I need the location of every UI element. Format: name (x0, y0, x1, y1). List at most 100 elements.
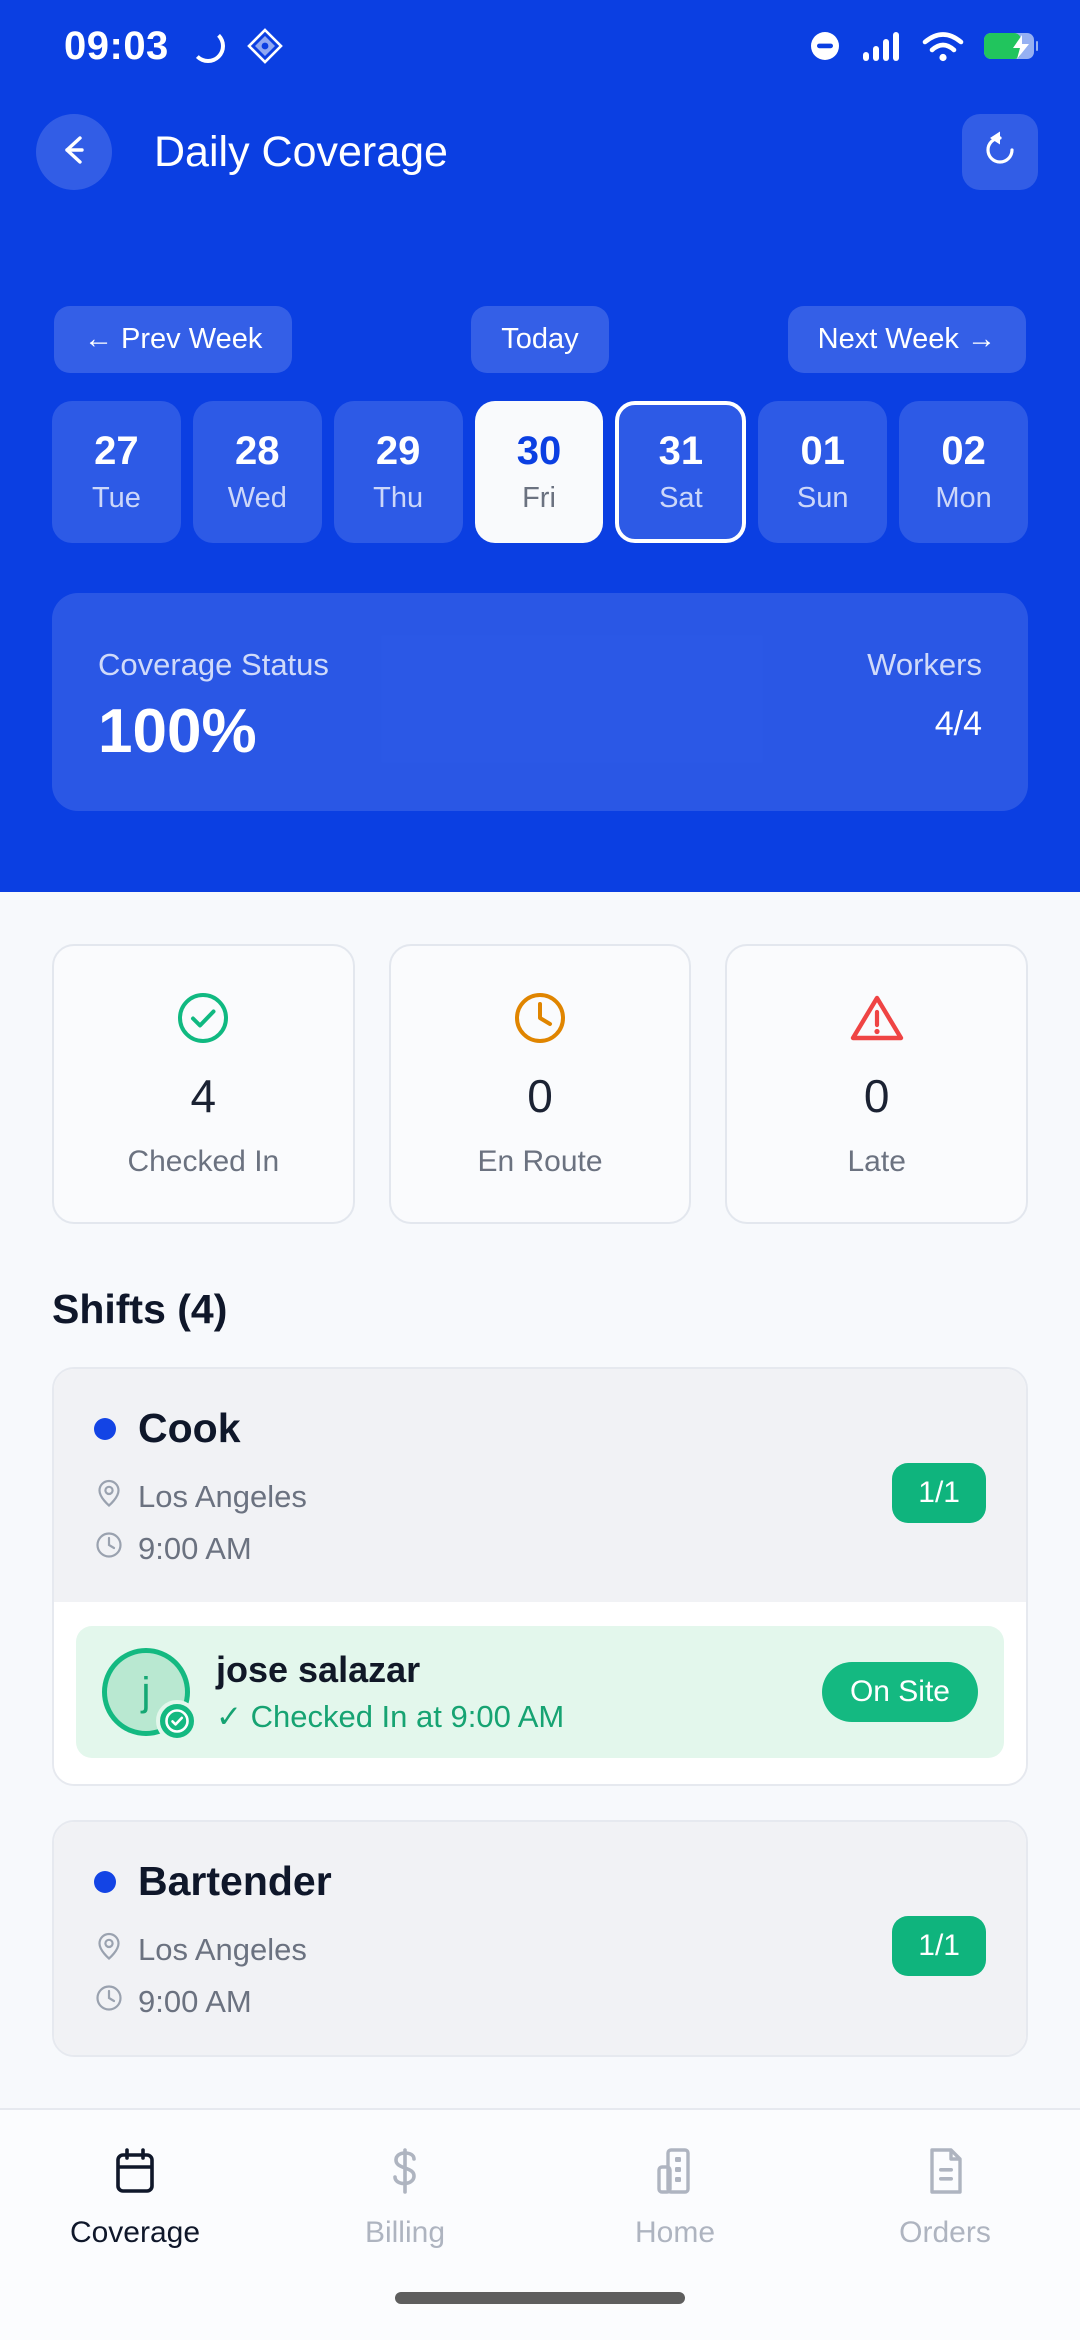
spinner-icon (190, 29, 225, 63)
app-bar: Daily Coverage (0, 92, 1080, 212)
status-bar-right (808, 29, 1038, 63)
stat-value: 0 (527, 1070, 553, 1122)
coverage-percent-value: 100% (98, 697, 257, 766)
dollar-icon (378, 2144, 432, 2198)
stat-card-late[interactable]: 0 Late (725, 944, 1029, 1224)
day-chip-01[interactable]: 01 Sun (758, 401, 888, 543)
status-bar-left: 09:03 (64, 24, 283, 69)
today-button[interactable]: Today (471, 306, 609, 373)
shift-meta: Los Angeles 9:00 AM (94, 1478, 986, 1568)
shift-role-name: Bartender (138, 1858, 332, 1904)
day-number: 01 (800, 429, 845, 473)
worker-status-badge: On Site (821, 1662, 978, 1722)
checked-in-badge-icon (156, 1700, 198, 1742)
document-icon (918, 2144, 972, 2198)
shift-location-line: Los Angeles (94, 1931, 986, 1969)
day-number: 27 (94, 429, 139, 473)
shift-time-text: 9:00 AM (138, 1984, 252, 2019)
role-status-dot-icon (94, 1870, 116, 1893)
day-number: 30 (516, 429, 562, 473)
worker-list: j jose salazar ✓ Checked In at 9:00 AM O… (54, 1602, 1026, 1784)
shift-header: Cook Los Angeles (54, 1369, 1026, 1602)
role-status-dot-icon (94, 1417, 116, 1440)
day-chip-02[interactable]: 02 Mon (899, 401, 1029, 543)
nav-item-orders[interactable]: Orders (810, 2144, 1080, 2250)
day-chip-30-selected[interactable]: 30 Fri (474, 401, 604, 543)
clock-icon (94, 1530, 124, 1568)
nav-label: Coverage (69, 2216, 201, 2249)
day-chip-31-today[interactable]: 31 Sat (615, 401, 747, 543)
stat-label: En Route (477, 1145, 603, 1178)
nav-item-coverage[interactable]: Coverage (0, 2144, 270, 2250)
clock-icon (511, 989, 569, 1047)
stat-card-en-route[interactable]: 0 En Route (388, 944, 692, 1224)
back-button[interactable] (36, 114, 112, 190)
day-chip-27[interactable]: 27 Tue (52, 401, 181, 543)
calendar-icon (108, 2144, 162, 2198)
nav-label: Home (634, 2216, 716, 2249)
check-circle-icon (174, 989, 232, 1047)
warning-triangle-icon (848, 989, 906, 1047)
building-icon (648, 2144, 702, 2198)
shift-role-name: Cook (138, 1405, 241, 1451)
day-label: Mon (935, 482, 992, 514)
location-pin-icon (94, 1931, 124, 1969)
worker-name: jose salazar (216, 1649, 421, 1690)
stat-value: 0 (863, 1070, 890, 1122)
next-week-button[interactable]: Next Week → (787, 306, 1026, 373)
nav-label: Billing (364, 2216, 446, 2249)
shift-card-cook[interactable]: Cook Los Angeles (52, 1367, 1028, 1786)
coverage-right: Workers 4/4 (867, 647, 982, 744)
stat-label: Late (847, 1145, 906, 1178)
signal-icon (862, 30, 902, 62)
shift-count-badge: 1/1 (892, 1463, 986, 1523)
page-title: Daily Coverage (154, 127, 448, 176)
day-chip-28[interactable]: 28 Wed (192, 401, 322, 543)
workers-value: 4/4 (934, 705, 982, 743)
header-block: 09:03 (0, 0, 1080, 892)
clock-icon (94, 1983, 124, 2021)
day-number: 29 (375, 429, 421, 473)
main-content: 4 Checked In 0 En Route 0 Late (0, 944, 1080, 2057)
do-not-disturb-icon (808, 29, 842, 63)
shift-card-bartender[interactable]: Bartender Los Angeles (52, 1820, 1028, 2057)
status-bar-clock: 09:03 (64, 23, 169, 68)
shift-time-line: 9:00 AM (94, 1530, 986, 1568)
day-label: Thu (373, 482, 424, 514)
prev-week-button[interactable]: ← Prev Week (54, 306, 293, 373)
day-label: Tue (91, 482, 141, 514)
location-pin-icon (94, 1478, 124, 1516)
stat-label: Checked In (127, 1145, 280, 1178)
coverage-status-card: Coverage Status 100% Workers 4/4 (52, 593, 1028, 811)
nav-item-billing[interactable]: Billing (270, 2144, 540, 2250)
day-label: Fri (522, 482, 556, 514)
diamond-icon (246, 28, 283, 64)
stat-value: 4 (190, 1070, 217, 1122)
stat-card-checked-in[interactable]: 4 Checked In (52, 944, 355, 1224)
refresh-button[interactable] (962, 114, 1038, 190)
wifi-icon (922, 30, 964, 62)
shift-count-badge: 1/1 (892, 1916, 986, 1976)
coverage-status-label: Coverage Status (98, 647, 329, 682)
shift-location-text: Los Angeles (138, 1479, 307, 1514)
day-label: Wed (227, 482, 287, 514)
day-number: 02 (941, 429, 986, 473)
day-chip-29[interactable]: 29 Thu (333, 401, 463, 543)
coverage-left: Coverage Status 100% (98, 647, 329, 763)
shift-time-text: 9:00 AM (138, 1531, 252, 1566)
bottom-navigation: Coverage Billing Home (0, 2108, 1080, 2340)
worker-status-text: ✓ Checked In at 9:00 AM (216, 1699, 565, 1734)
worker-row[interactable]: j jose salazar ✓ Checked In at 9:00 AM O… (76, 1626, 1004, 1758)
battery-charging-icon (984, 31, 1038, 61)
workers-label: Workers (867, 647, 982, 682)
worker-info: jose salazar ✓ Checked In at 9:00 AM (216, 1649, 796, 1735)
shift-location-line: Los Angeles (94, 1478, 986, 1516)
shift-header: Bartender Los Angeles (54, 1822, 1026, 2055)
shift-location-text: Los Angeles (138, 1932, 307, 1967)
stat-cards-row: 4 Checked In 0 En Route 0 Late (52, 944, 1029, 1224)
day-number: 31 (658, 429, 704, 473)
avatar-wrap: j (102, 1648, 198, 1742)
nav-item-home[interactable]: Home (540, 2144, 810, 2250)
day-number: 28 (235, 429, 280, 473)
home-indicator (395, 2292, 685, 2304)
